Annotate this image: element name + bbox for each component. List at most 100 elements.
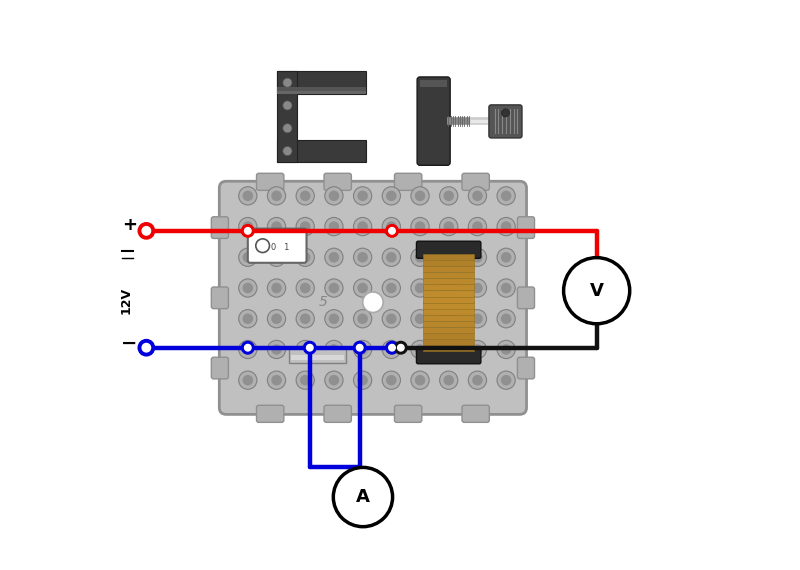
Circle shape bbox=[444, 192, 454, 201]
Circle shape bbox=[301, 222, 310, 231]
Circle shape bbox=[325, 187, 343, 205]
Bar bbox=[278, 71, 298, 162]
FancyBboxPatch shape bbox=[518, 357, 534, 379]
Bar bbox=[278, 87, 366, 94]
Circle shape bbox=[440, 279, 458, 297]
Bar bbox=[423, 303, 474, 309]
Circle shape bbox=[394, 341, 407, 354]
Circle shape bbox=[330, 283, 338, 292]
Circle shape bbox=[502, 109, 510, 117]
Circle shape bbox=[502, 376, 510, 385]
Circle shape bbox=[325, 217, 343, 236]
Circle shape bbox=[468, 310, 486, 328]
Circle shape bbox=[358, 253, 367, 262]
Circle shape bbox=[444, 222, 454, 231]
FancyBboxPatch shape bbox=[324, 173, 351, 190]
Text: +: + bbox=[122, 216, 137, 234]
Circle shape bbox=[497, 310, 515, 328]
Circle shape bbox=[473, 222, 482, 231]
Circle shape bbox=[242, 341, 254, 354]
Text: A: A bbox=[356, 488, 370, 506]
Circle shape bbox=[243, 314, 252, 323]
Circle shape bbox=[256, 239, 270, 253]
Circle shape bbox=[267, 187, 286, 205]
Circle shape bbox=[283, 78, 292, 87]
Bar bbox=[278, 91, 366, 94]
Circle shape bbox=[243, 192, 252, 201]
FancyBboxPatch shape bbox=[417, 241, 481, 258]
Circle shape bbox=[563, 258, 630, 324]
Circle shape bbox=[382, 310, 401, 328]
Circle shape bbox=[358, 283, 367, 292]
Circle shape bbox=[382, 187, 401, 205]
Circle shape bbox=[415, 283, 425, 292]
Circle shape bbox=[444, 376, 454, 385]
Circle shape bbox=[497, 371, 515, 389]
Circle shape bbox=[468, 187, 486, 205]
Circle shape bbox=[473, 345, 482, 354]
Circle shape bbox=[386, 222, 396, 231]
FancyBboxPatch shape bbox=[518, 287, 534, 309]
Bar bbox=[423, 278, 474, 284]
Circle shape bbox=[415, 376, 425, 385]
Circle shape bbox=[362, 292, 383, 312]
Circle shape bbox=[444, 253, 454, 262]
Circle shape bbox=[502, 222, 510, 231]
Circle shape bbox=[473, 283, 482, 292]
Circle shape bbox=[142, 344, 150, 352]
Text: V: V bbox=[590, 282, 603, 300]
Circle shape bbox=[238, 187, 257, 205]
Circle shape bbox=[468, 371, 486, 389]
FancyBboxPatch shape bbox=[211, 217, 229, 238]
Circle shape bbox=[386, 314, 396, 323]
Circle shape bbox=[386, 283, 396, 292]
Circle shape bbox=[440, 310, 458, 328]
Circle shape bbox=[468, 248, 486, 266]
Bar bbox=[423, 284, 474, 291]
Circle shape bbox=[358, 192, 367, 201]
Bar bbox=[423, 254, 474, 260]
Circle shape bbox=[411, 279, 429, 297]
Circle shape bbox=[415, 253, 425, 262]
Circle shape bbox=[330, 253, 338, 262]
Circle shape bbox=[296, 310, 314, 328]
Circle shape bbox=[358, 376, 367, 385]
Circle shape bbox=[382, 371, 401, 389]
Text: 12V: 12V bbox=[120, 287, 133, 314]
Circle shape bbox=[497, 340, 515, 359]
Circle shape bbox=[238, 371, 257, 389]
Circle shape bbox=[238, 217, 257, 236]
Circle shape bbox=[238, 310, 257, 328]
Circle shape bbox=[238, 279, 257, 297]
Bar bbox=[423, 315, 474, 321]
Circle shape bbox=[502, 345, 510, 354]
Circle shape bbox=[325, 371, 343, 389]
Circle shape bbox=[411, 310, 429, 328]
Circle shape bbox=[272, 376, 281, 385]
Circle shape bbox=[358, 314, 367, 323]
Bar bbox=[423, 308, 474, 315]
Circle shape bbox=[272, 283, 281, 292]
Circle shape bbox=[267, 217, 286, 236]
Bar bbox=[278, 71, 366, 94]
Bar bbox=[423, 266, 474, 272]
FancyBboxPatch shape bbox=[211, 357, 229, 379]
Circle shape bbox=[440, 217, 458, 236]
FancyBboxPatch shape bbox=[462, 173, 490, 190]
Circle shape bbox=[386, 225, 398, 237]
Circle shape bbox=[386, 341, 398, 354]
Circle shape bbox=[325, 310, 343, 328]
Circle shape bbox=[382, 248, 401, 266]
Circle shape bbox=[473, 192, 482, 201]
Circle shape bbox=[243, 376, 252, 385]
Circle shape bbox=[497, 217, 515, 236]
Circle shape bbox=[357, 344, 363, 351]
Circle shape bbox=[415, 314, 425, 323]
FancyBboxPatch shape bbox=[219, 181, 526, 414]
Bar bbox=[423, 296, 474, 303]
FancyBboxPatch shape bbox=[417, 347, 481, 364]
Circle shape bbox=[243, 253, 252, 262]
Circle shape bbox=[296, 217, 314, 236]
Bar bbox=[423, 290, 474, 296]
Circle shape bbox=[330, 345, 338, 354]
